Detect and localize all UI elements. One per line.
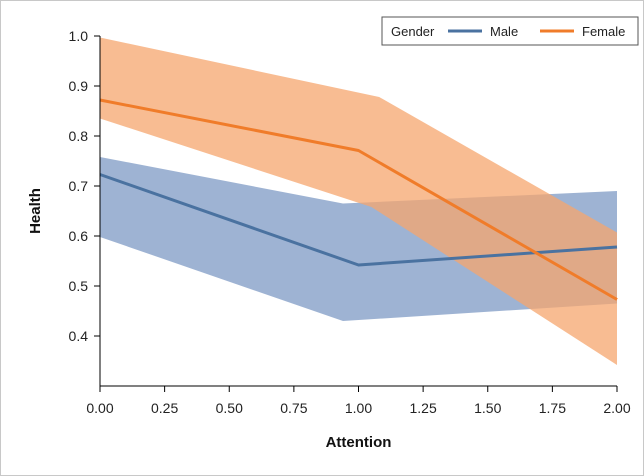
x-tick-label: 1.25 — [410, 400, 437, 416]
confidence-bands — [100, 37, 617, 365]
legend-title: Gender — [391, 24, 435, 39]
series-lines — [99, 98, 618, 301]
legend-label-female: Female — [582, 24, 625, 39]
confidence-band-female — [100, 37, 617, 365]
x-tick-label: 2.00 — [603, 400, 630, 416]
y-tick-label: 0.5 — [69, 278, 89, 294]
y-tick-label: 0.9 — [69, 78, 89, 94]
y-tick-label: 0.6 — [69, 228, 89, 244]
series-line-female — [99, 98, 618, 301]
y-tick-label: 0.7 — [69, 178, 89, 194]
x-tick-label: 0.00 — [86, 400, 113, 416]
x-axis-ticks: 0.00 0.25 0.50 0.75 1.00 1.25 1.50 1.75 2.00 — [86, 386, 631, 416]
legend-box — [381, 16, 639, 46]
y-tick-label: 0.8 — [69, 128, 89, 144]
x-axis-title: Attention — [326, 434, 392, 451]
y-tick-label: 1.0 — [69, 28, 89, 44]
x-tick-label: 0.25 — [151, 400, 178, 416]
y-axis-title: Health — [27, 188, 44, 234]
legend-label-male: Male — [490, 24, 518, 39]
x-tick-label: 1.50 — [474, 400, 501, 416]
series-line-male — [99, 173, 618, 267]
y-tick-label: 0.4 — [69, 328, 89, 344]
x-tick-label: 1.00 — [345, 400, 372, 416]
x-tick-label: 1.75 — [539, 400, 566, 416]
legend: Gender Male Female — [381, 16, 639, 46]
x-tick-label: 0.50 — [216, 400, 243, 416]
y-axis-ticks: 0.4 0.5 0.6 0.7 0.8 0.9 1.0 — [69, 28, 100, 344]
x-tick-label: 0.75 — [280, 400, 307, 416]
